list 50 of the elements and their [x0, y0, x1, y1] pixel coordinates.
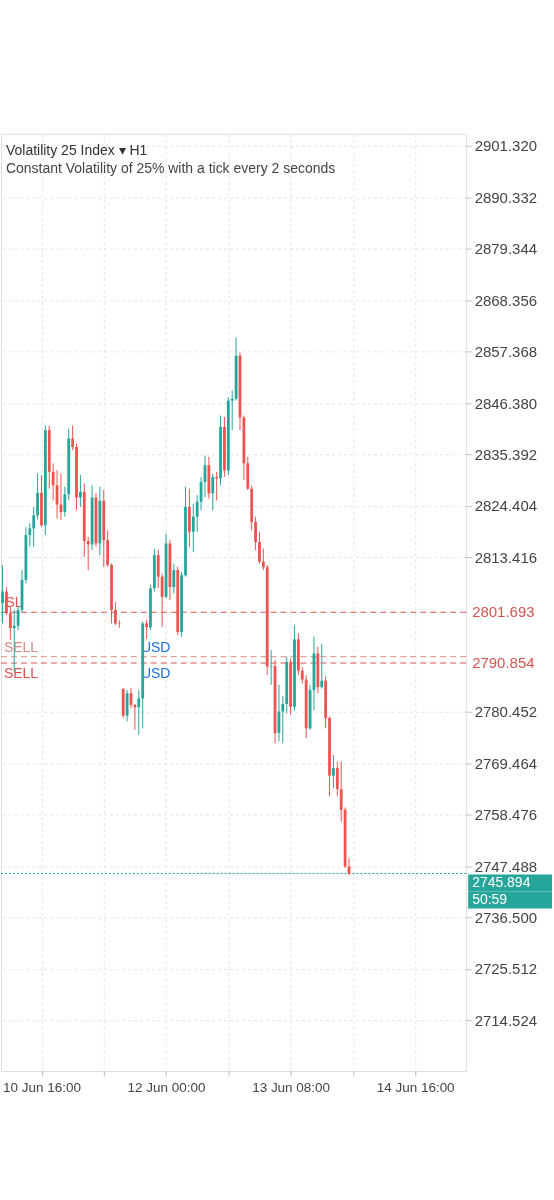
candlestick [137, 689, 141, 736]
y-tick-label: 2780.452 [474, 703, 538, 721]
y-tick-label: 2835.392 [474, 445, 538, 463]
candlestick [172, 563, 176, 595]
y-tick-label: 2714.524 [474, 1011, 538, 1029]
y-tick-label: 2846.380 [474, 394, 538, 412]
candlestick [1, 564, 4, 624]
y-tick-label: 2824.404 [474, 497, 538, 515]
y-tick-label: 2747.488 [474, 857, 538, 875]
candlestick [254, 516, 257, 551]
candlestick [261, 548, 265, 571]
candlestick [332, 754, 335, 789]
ref-line-label: 2801.693 [472, 603, 535, 621]
y-tick-label: 2868.356 [474, 291, 538, 309]
candlestick [86, 536, 90, 571]
x-tick-label: 14 Jun 16:00 [376, 1079, 455, 1095]
candlestick [125, 689, 129, 722]
y-tick-label: 2758.476 [474, 806, 538, 824]
x-tick-label: 12 Jun 00:00 [127, 1079, 206, 1095]
candlestick [320, 643, 324, 690]
text: 50:59 [472, 890, 508, 907]
y-tick-label: 2901.320 [474, 137, 538, 155]
candlestick [145, 619, 148, 640]
text: Constant Volatility of 25% with a tick every 2 seconds [5, 159, 336, 176]
candlestick [191, 503, 195, 553]
ref-line-label: 2790.854 [472, 654, 535, 672]
x-tick-label: 13 Jun 08:00 [252, 1079, 331, 1095]
candlestick [335, 761, 339, 797]
y-tick-label: 2769.464 [474, 754, 538, 772]
candlestick [36, 473, 39, 521]
y-tick-label: 2879.344 [474, 240, 538, 258]
candlestick [32, 506, 36, 548]
ref-line-label: 2745.894 [472, 873, 531, 890]
candlestick [117, 619, 121, 629]
x-tick-label: 10 Jun 16:00 [3, 1079, 81, 1095]
candlestick [71, 424, 75, 451]
candlestick [79, 474, 82, 508]
candlestick [8, 606, 12, 641]
candlestick [63, 486, 67, 518]
text: Volatility 25 Index ▾ H1 [5, 141, 148, 158]
y-tick-label: 2736.500 [474, 908, 538, 926]
candlestick [258, 531, 261, 565]
y-tick-label: 2725.512 [474, 960, 538, 978]
y-tick-label: 2813.416 [474, 548, 538, 566]
candlestick [114, 601, 117, 626]
candlestick [269, 649, 273, 686]
y-tick-label: 2890.332 [474, 188, 538, 206]
annotation: SELL [3, 664, 39, 681]
candlestick [211, 473, 215, 511]
y-tick-label: 2857.368 [474, 343, 538, 361]
